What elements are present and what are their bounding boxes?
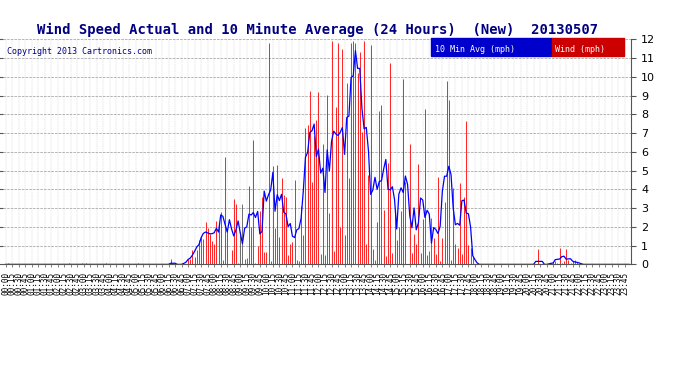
- Text: 10 Min Avg (mph): 10 Min Avg (mph): [435, 45, 515, 54]
- Text: Copyright 2013 Cartronics.com: Copyright 2013 Cartronics.com: [7, 47, 152, 56]
- Title: Wind Speed Actual and 10 Minute Average (24 Hours)  (New)  20130507: Wind Speed Actual and 10 Minute Average …: [37, 22, 598, 37]
- Text: Wind (mph): Wind (mph): [555, 45, 605, 54]
